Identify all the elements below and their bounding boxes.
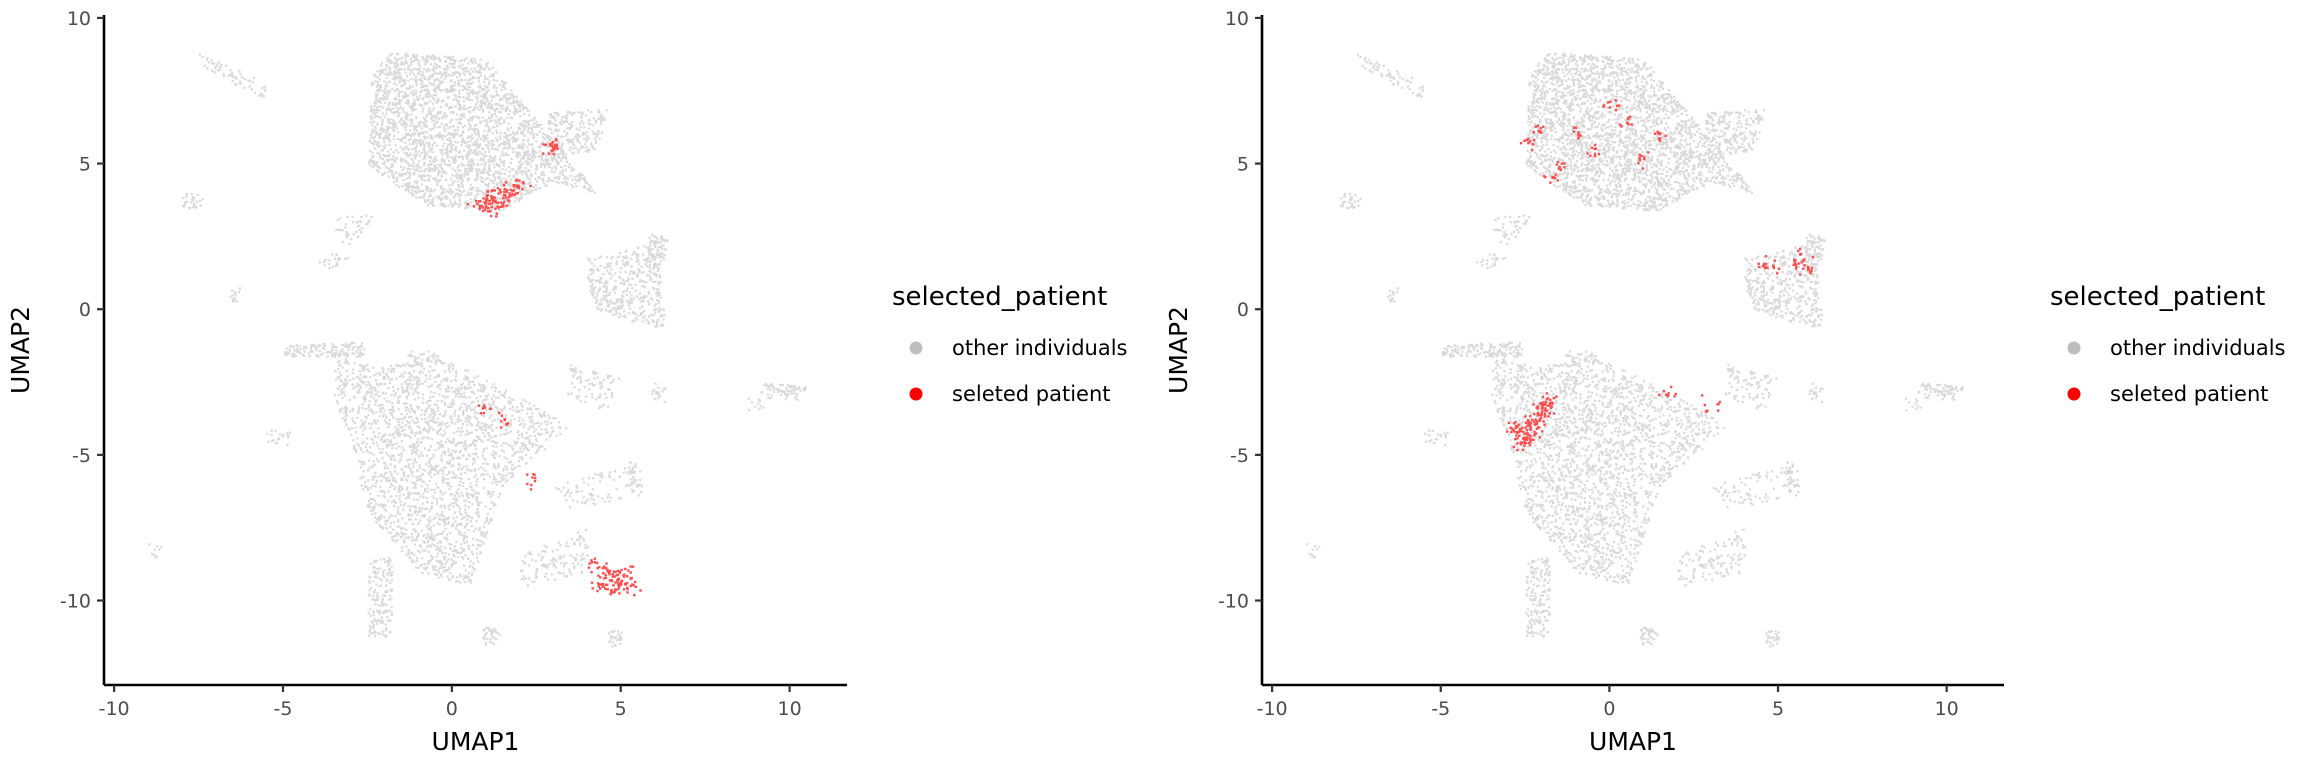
x-tick-label: 5: [615, 698, 627, 720]
selected-patient-point: [618, 565, 635, 578]
selected-patient-point: [1555, 160, 1566, 172]
legend-marker-other-individuals: [2067, 341, 2081, 355]
selected-patient-point: [483, 205, 498, 218]
selected-patient-point: [1541, 392, 1558, 405]
y-tick-label: -5: [72, 445, 91, 467]
selected-patient-point: [1797, 247, 1815, 264]
selected-patient-point: [1506, 420, 1522, 433]
selected-patient-point: [1618, 115, 1633, 128]
legend-marker-other-individuals: [909, 341, 923, 355]
y-axis-title: UMAP2: [6, 306, 35, 394]
y-tick-label: -10: [60, 591, 91, 613]
point-cloud: [1306, 52, 1964, 648]
y-axis-title: UMAP2: [1164, 306, 1193, 394]
selected-patient-point: [598, 565, 614, 577]
selected-patient-point: [498, 411, 510, 429]
y-tick-label: -5: [1230, 445, 1249, 467]
selected-patient-point: [1654, 130, 1667, 142]
selected-patient-point: [1572, 126, 1582, 140]
legend-label-selected-patient: seleted patient: [2110, 382, 2269, 406]
other-individuals-points: [148, 52, 807, 648]
legend-marker-selected-patient: [2067, 387, 2081, 401]
legend-title: selected_patient: [2050, 282, 2265, 312]
x-axis-title: UMAP1: [432, 727, 520, 756]
x-tick-label: 0: [1603, 698, 1615, 720]
y-tick-label: 10: [1225, 8, 1249, 30]
legend: selected_patient other individuals selet…: [2050, 282, 2285, 406]
x-tick-label: -10: [1257, 698, 1288, 720]
selected-patient-points: [1506, 99, 1815, 452]
selected-patient-point: [1525, 428, 1538, 443]
selected-patient-point: [1532, 402, 1554, 410]
y-tick-label: 5: [1237, 154, 1249, 176]
selected-patient-point: [1519, 137, 1536, 152]
selected-patient-point: [477, 404, 493, 415]
selected-patient-point: [1532, 124, 1545, 134]
legend-label-other-individuals: other individuals: [952, 336, 1127, 360]
x-axis-ticks: -10 -5 0 5 10: [99, 685, 802, 720]
x-axis-title: UMAP1: [1589, 727, 1677, 756]
selected-patient-point: [1799, 265, 1814, 276]
umap-panel-left: -10 -5 0 5 10 -10 -5 0 5 10 UMAP1 UMAP2 selected…: [6, 8, 1127, 756]
y-tick-label: 5: [79, 154, 91, 176]
x-tick-label: -5: [274, 698, 293, 720]
y-tick-label: 0: [79, 299, 91, 321]
other-individuals-points: [1306, 52, 1964, 648]
selected-patient-point: [1763, 255, 1781, 275]
x-tick-label: -5: [1431, 698, 1450, 720]
x-axis-ticks: -10 -5 0 5 10: [1257, 685, 1959, 720]
selected-patient-point: [514, 178, 532, 195]
x-tick-label: 10: [777, 698, 801, 720]
selected-patient-point: [526, 473, 537, 491]
legend-label-other-individuals: other individuals: [2110, 336, 2285, 360]
legend: selected_patient other individuals selet…: [892, 282, 1127, 406]
selected-patient-point: [1529, 421, 1546, 433]
x-tick-label: -10: [99, 698, 130, 720]
y-axis-ticks: -10 -5 0 5 10: [60, 8, 104, 613]
y-tick-label: 10: [67, 8, 91, 30]
x-tick-label: 0: [446, 698, 458, 720]
selected-patient-point: [1602, 99, 1621, 112]
selected-patient-point: [591, 572, 609, 590]
selected-patient-point: [491, 184, 507, 197]
selected-patient-point: [504, 181, 516, 203]
selected-patient-point: [1792, 258, 1806, 270]
x-tick-label: 10: [1935, 698, 1959, 720]
legend-title: selected_patient: [892, 282, 1107, 312]
selected-patient-point: [587, 557, 599, 574]
selected-patient-point: [476, 194, 491, 206]
y-tick-label: -10: [1218, 591, 1249, 613]
selected-patient-point: [1542, 173, 1559, 184]
selected-patient-point: [1701, 394, 1722, 413]
x-tick-label: 5: [1772, 698, 1784, 720]
point-cloud: [148, 52, 807, 648]
selected-patient-point: [606, 584, 618, 596]
y-tick-label: 0: [1237, 299, 1249, 321]
legend-marker-selected-patient: [909, 387, 923, 401]
legend-label-selected-patient: seleted patient: [952, 382, 1111, 406]
y-axis-ticks: -10 -5 0 5 10: [1218, 8, 1262, 613]
selected-patient-point: [548, 141, 559, 151]
selected-patient-point: [1637, 151, 1650, 170]
umap-panel-right: -10 -5 0 5 10 -10 -5 0 5 10 UMAP1 UMAP2 selected…: [1164, 8, 2285, 756]
selected-patient-point: [1658, 385, 1677, 398]
selected-patient-point: [1586, 143, 1601, 158]
selected-patient-point: [618, 583, 642, 597]
selected-patient-points: [466, 138, 642, 597]
